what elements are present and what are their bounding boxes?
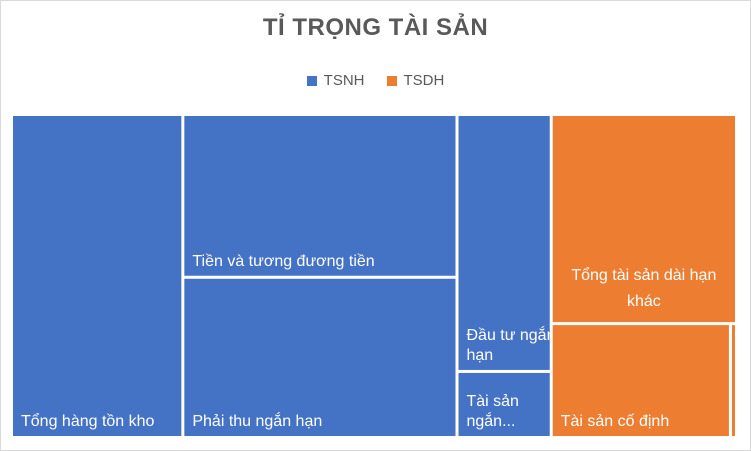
treemap-label-tsdh-1: Tài sản cố định: [561, 413, 670, 430]
legend-label-tsnh: TSNH: [323, 72, 365, 89]
legend-swatch-tsdh: [386, 75, 397, 86]
treemap-tile-tsnh-1: [184, 116, 456, 276]
legend-swatch-tsnh: [306, 75, 317, 86]
treemap-label-tsnh-4: Tài sản ngắn...: [466, 393, 518, 430]
treemap-tile-tsnh-3: [458, 116, 550, 370]
legend-item-tsdh: TSDH: [386, 72, 445, 89]
treemap-label-tsdh-0: Tổng tài sản dài hạn khác: [571, 266, 716, 310]
legend-label-tsdh: TSDH: [403, 72, 445, 89]
treemap-label-tsnh-0: Tổng hàng tồn kho: [21, 412, 155, 430]
treemap-tile-tsnh-2: [184, 278, 456, 436]
legend: TSNH TSDH: [0, 72, 751, 89]
chart-title: TỈ TRỌNG TÀI SẢN: [262, 14, 489, 41]
treemap-tile-tsdh-0: [552, 116, 735, 323]
treemap-tile-tsdh-2: [731, 325, 735, 436]
treemap-tile-tsdh-1: [552, 325, 729, 436]
legend-item-tsnh: TSNH: [306, 72, 365, 89]
treemap-label-tsnh-2: Phải thu ngắn hạn: [192, 411, 322, 430]
treemap-label-tsnh-3: Đầu tư ngắn hạn: [466, 325, 555, 364]
treemap-label-tsnh-1: Tiền và tương đương tiền: [192, 253, 374, 270]
treemap-tile-tsnh-0: [13, 116, 182, 436]
treemap-tile-tsnh-4: [458, 372, 550, 436]
